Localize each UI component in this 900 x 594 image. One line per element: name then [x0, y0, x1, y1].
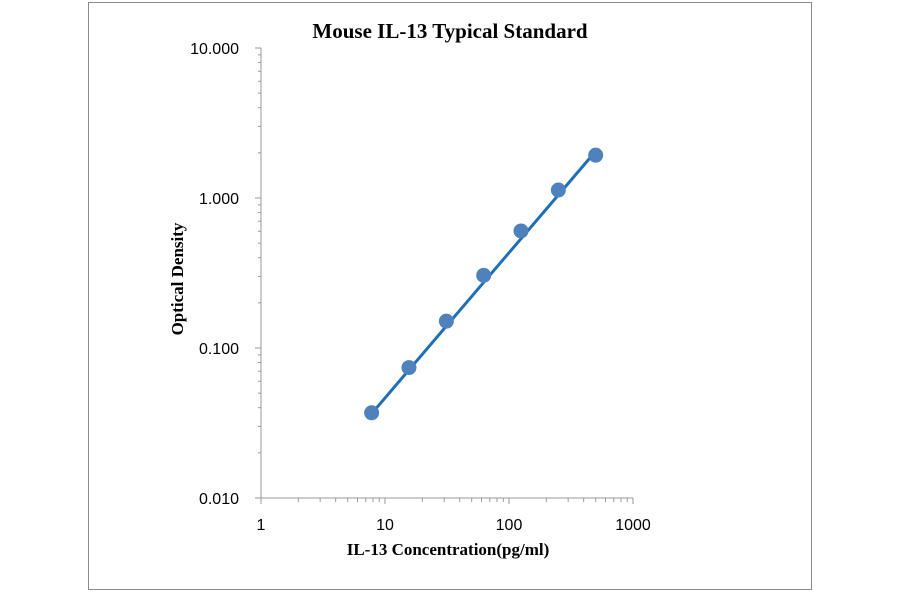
- x-tick-label: 1000: [615, 517, 651, 534]
- data-series: [364, 147, 604, 421]
- x-tick-label: 100: [496, 517, 523, 534]
- chart-frame: [88, 2, 812, 590]
- data-point: [401, 360, 417, 376]
- y-tick-label: 1.000: [199, 191, 239, 208]
- data-point: [513, 223, 529, 239]
- tick-labels: 0.010 0.100 1.000 10.000 1 10 100 1000: [190, 41, 651, 534]
- chart-title: Mouse IL-13 Typical Standard: [312, 19, 588, 43]
- data-point: [364, 405, 380, 421]
- y-tick-label: 10.000: [190, 41, 239, 58]
- x-tick-label: 1: [257, 517, 266, 534]
- x-axis-title: IL-13 Concentration(pg/ml): [347, 540, 550, 559]
- tick-marks: [255, 47, 634, 504]
- y-tick-label: 0.100: [199, 341, 239, 358]
- data-point: [588, 147, 604, 163]
- axes: [260, 48, 633, 499]
- y-tick-label: 0.010: [199, 491, 239, 508]
- data-point: [438, 313, 454, 329]
- data-point: [550, 182, 566, 198]
- x-tick-label: 10: [376, 517, 394, 534]
- data-point: [476, 267, 492, 283]
- y-axis-title: Optical Density: [168, 222, 187, 335]
